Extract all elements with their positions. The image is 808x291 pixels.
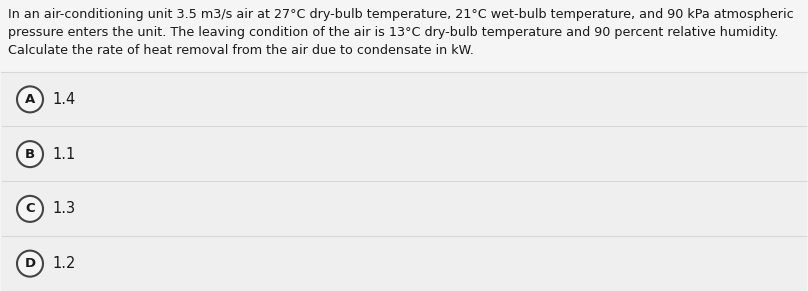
Text: 1.2: 1.2 — [52, 256, 75, 271]
FancyBboxPatch shape — [1, 72, 807, 126]
Text: C: C — [25, 202, 35, 215]
FancyBboxPatch shape — [1, 237, 807, 290]
Text: 1.4: 1.4 — [52, 92, 75, 107]
Text: Calculate the rate of heat removal from the air due to condensate in kW.: Calculate the rate of heat removal from … — [8, 44, 473, 57]
Circle shape — [17, 86, 43, 112]
Circle shape — [17, 251, 43, 277]
FancyBboxPatch shape — [1, 182, 807, 236]
Text: 1.3: 1.3 — [52, 201, 75, 217]
Circle shape — [17, 196, 43, 222]
Text: A: A — [25, 93, 35, 106]
Text: D: D — [24, 257, 36, 270]
Circle shape — [17, 141, 43, 167]
Text: pressure enters the unit. The leaving condition of the air is 13°C dry-bulb temp: pressure enters the unit. The leaving co… — [8, 26, 778, 39]
Text: In an air-conditioning unit 3.5 m3/s air at 27°C dry-bulb temperature, 21°C wet-: In an air-conditioning unit 3.5 m3/s air… — [8, 8, 793, 21]
Text: 1.1: 1.1 — [52, 147, 75, 162]
FancyBboxPatch shape — [1, 127, 807, 181]
Text: B: B — [25, 148, 35, 161]
